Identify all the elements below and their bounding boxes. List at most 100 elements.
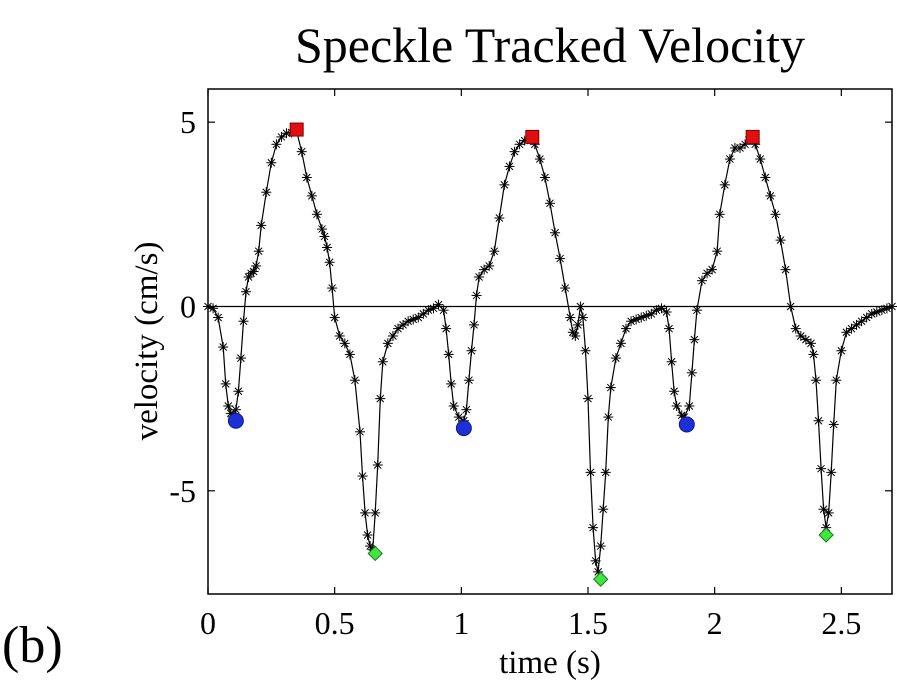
- asterisk-marker: [823, 507, 834, 518]
- asterisk-marker: [816, 463, 827, 474]
- x-tick-label: 0.5: [315, 605, 355, 641]
- asterisk-marker: [253, 246, 264, 257]
- asterisk-marker: [220, 378, 231, 389]
- y-tick-label: -5: [169, 473, 196, 509]
- asterisk-marker: [550, 227, 561, 238]
- red-square-marker: [289, 122, 304, 137]
- asterisk-marker: [887, 301, 897, 312]
- asterisk-marker: [785, 301, 796, 312]
- asterisk-marker: [841, 327, 852, 338]
- asterisk-marker: [691, 305, 702, 316]
- asterisk-marker: [461, 404, 472, 415]
- asterisk-marker: [494, 213, 505, 224]
- asterisk-marker: [322, 242, 333, 253]
- asterisk-marker: [595, 541, 606, 552]
- asterisk-marker: [707, 264, 718, 275]
- asterisk-marker: [413, 312, 424, 323]
- asterisk-marker: [471, 290, 482, 301]
- asterisk-marker: [790, 323, 801, 334]
- axis-ticks: 0 0.5 1 1.5 2 2.5 5 0 -5: [169, 89, 892, 641]
- y-tick-label: 5: [180, 104, 196, 140]
- asterisk-marker: [598, 504, 609, 515]
- asterisk-marker: [724, 154, 735, 165]
- asterisk-marker: [223, 401, 234, 412]
- asterisk-marker: [572, 319, 583, 330]
- asterisk-marker: [714, 209, 725, 220]
- asterisk-marker: [261, 187, 272, 198]
- asterisk-marker: [349, 375, 360, 386]
- green-diamond-marker: [367, 545, 383, 562]
- asterisk-marker: [661, 307, 672, 318]
- asterisk-marker: [800, 334, 811, 345]
- panel-label: (b): [2, 617, 63, 674]
- asterisk-marker: [560, 283, 571, 294]
- asterisk-marker: [370, 507, 381, 518]
- plot-area: [207, 88, 893, 595]
- asterisk-marker: [474, 271, 485, 282]
- asterisk-marker: [775, 235, 786, 246]
- asterisk-marker: [846, 323, 857, 334]
- asterisk-marker: [382, 338, 393, 349]
- asterisk-marker: [534, 154, 545, 165]
- asterisk-marker: [585, 467, 596, 478]
- asterisk-marker: [235, 353, 246, 364]
- asterisk-marker: [357, 471, 368, 482]
- asterisk-marker: [545, 198, 555, 209]
- asterisk-marker: [489, 246, 500, 257]
- asterisk-marker: [831, 375, 842, 386]
- asterisk-marker: [213, 312, 224, 323]
- asterisk-marker: [805, 338, 816, 349]
- asterisk-marker: [362, 530, 373, 541]
- asterisk-marker: [719, 179, 730, 190]
- asterisk-marker: [230, 404, 241, 415]
- asterisk-marker: [327, 283, 338, 294]
- asterisk-marker: [575, 301, 586, 312]
- blue-circle-marker: [455, 420, 472, 437]
- asterisk-marker: [836, 345, 847, 356]
- asterisk-marker: [795, 330, 806, 341]
- asterisk-marker: [443, 349, 454, 360]
- asterisk-marker: [393, 323, 403, 334]
- x-tick-label: 2: [707, 605, 723, 641]
- asterisk-marker: [233, 386, 244, 397]
- asterisk-marker: [577, 312, 588, 323]
- asterisk-marker: [317, 224, 327, 235]
- asterisk-marker: [453, 412, 464, 423]
- asterisk-marker: [418, 308, 429, 319]
- asterisk-marker: [387, 330, 398, 341]
- asterisk-marker: [590, 555, 601, 566]
- event-markers: [227, 122, 834, 587]
- asterisk-marker: [664, 323, 675, 334]
- asterisk-marker: [438, 305, 449, 316]
- asterisk-marker: [555, 253, 566, 264]
- asterisk-marker: [398, 319, 409, 330]
- asterisk-marker: [580, 345, 591, 356]
- blue-circle-marker: [227, 412, 244, 429]
- asterisk-marker: [319, 231, 330, 242]
- x-tick-label: 1: [453, 605, 469, 641]
- asterisk-marker: [856, 316, 867, 327]
- asterisk-marker: [514, 139, 525, 150]
- asterisk-marker: [301, 172, 312, 183]
- asterisk-marker: [479, 264, 490, 275]
- asterisk-marker: [861, 312, 872, 323]
- asterisk-marker: [296, 146, 307, 157]
- asterisk-marker: [600, 467, 611, 478]
- asterisk-marker: [565, 312, 576, 323]
- asterisk-marker: [669, 386, 680, 397]
- blue-circle-marker: [678, 416, 695, 433]
- x-axis-label: time (s): [499, 645, 601, 681]
- asterisk-marker: [441, 323, 452, 334]
- asterisk-marker: [499, 179, 510, 190]
- asterisk-marker: [256, 220, 267, 231]
- asterisk-marker: [276, 131, 287, 142]
- asterisk-marker: [813, 415, 824, 426]
- asterisk-marker: [588, 522, 599, 533]
- asterisk-marker: [808, 349, 819, 360]
- asterisk-marker: [735, 142, 745, 153]
- asterisk-marker: [818, 504, 829, 515]
- asterisk-marker: [583, 393, 593, 404]
- asterisk-marker: [355, 426, 365, 437]
- asterisk-marker: [469, 319, 479, 330]
- asterisk-marker: [686, 367, 697, 378]
